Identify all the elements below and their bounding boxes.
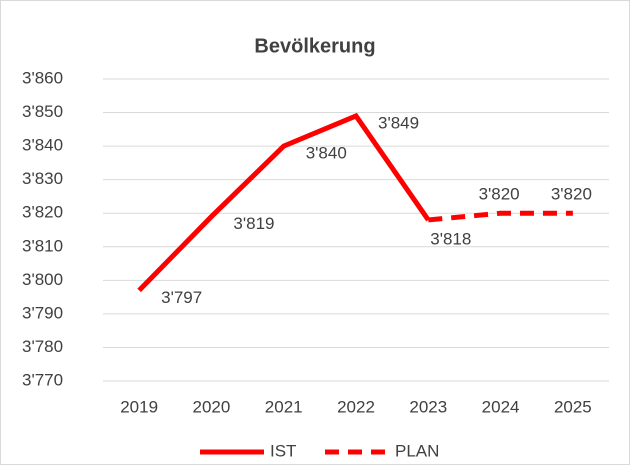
y-tick-label: 3'820 bbox=[22, 203, 63, 222]
x-tick-label: 2019 bbox=[120, 397, 158, 416]
chart-title: Bevölkerung bbox=[254, 35, 375, 57]
x-tick-label: 2023 bbox=[409, 397, 447, 416]
y-tick-label: 3'780 bbox=[22, 337, 63, 356]
x-tick-label: 2021 bbox=[265, 397, 303, 416]
data-label: 3'818 bbox=[430, 229, 471, 248]
data-label: 3'840 bbox=[306, 144, 347, 163]
x-tick-label: 2022 bbox=[337, 397, 375, 416]
y-tick-label: 3'770 bbox=[22, 370, 63, 389]
y-tick-label: 3'790 bbox=[22, 303, 63, 322]
data-label: 3'820 bbox=[551, 185, 592, 204]
y-tick-label: 3'810 bbox=[22, 236, 63, 255]
y-tick-label: 3'800 bbox=[22, 270, 63, 289]
legend-label: IST bbox=[270, 441, 296, 460]
data-label: 3'849 bbox=[378, 113, 419, 132]
data-label: 3'819 bbox=[233, 214, 274, 233]
x-tick-label: 2025 bbox=[554, 397, 592, 416]
data-label: 3'820 bbox=[479, 185, 520, 204]
x-tick-label: 2020 bbox=[193, 397, 231, 416]
data-label: 3'797 bbox=[161, 288, 202, 307]
y-tick-label: 3'840 bbox=[22, 136, 63, 155]
line-series bbox=[428, 210, 573, 223]
legend-label: PLAN bbox=[395, 441, 439, 460]
y-tick-label: 3'830 bbox=[22, 169, 63, 188]
y-tick-label: 3'860 bbox=[22, 68, 63, 87]
line-series bbox=[137, 112, 431, 293]
y-tick-label: 3'850 bbox=[22, 102, 63, 121]
x-tick-label: 2024 bbox=[482, 397, 520, 416]
